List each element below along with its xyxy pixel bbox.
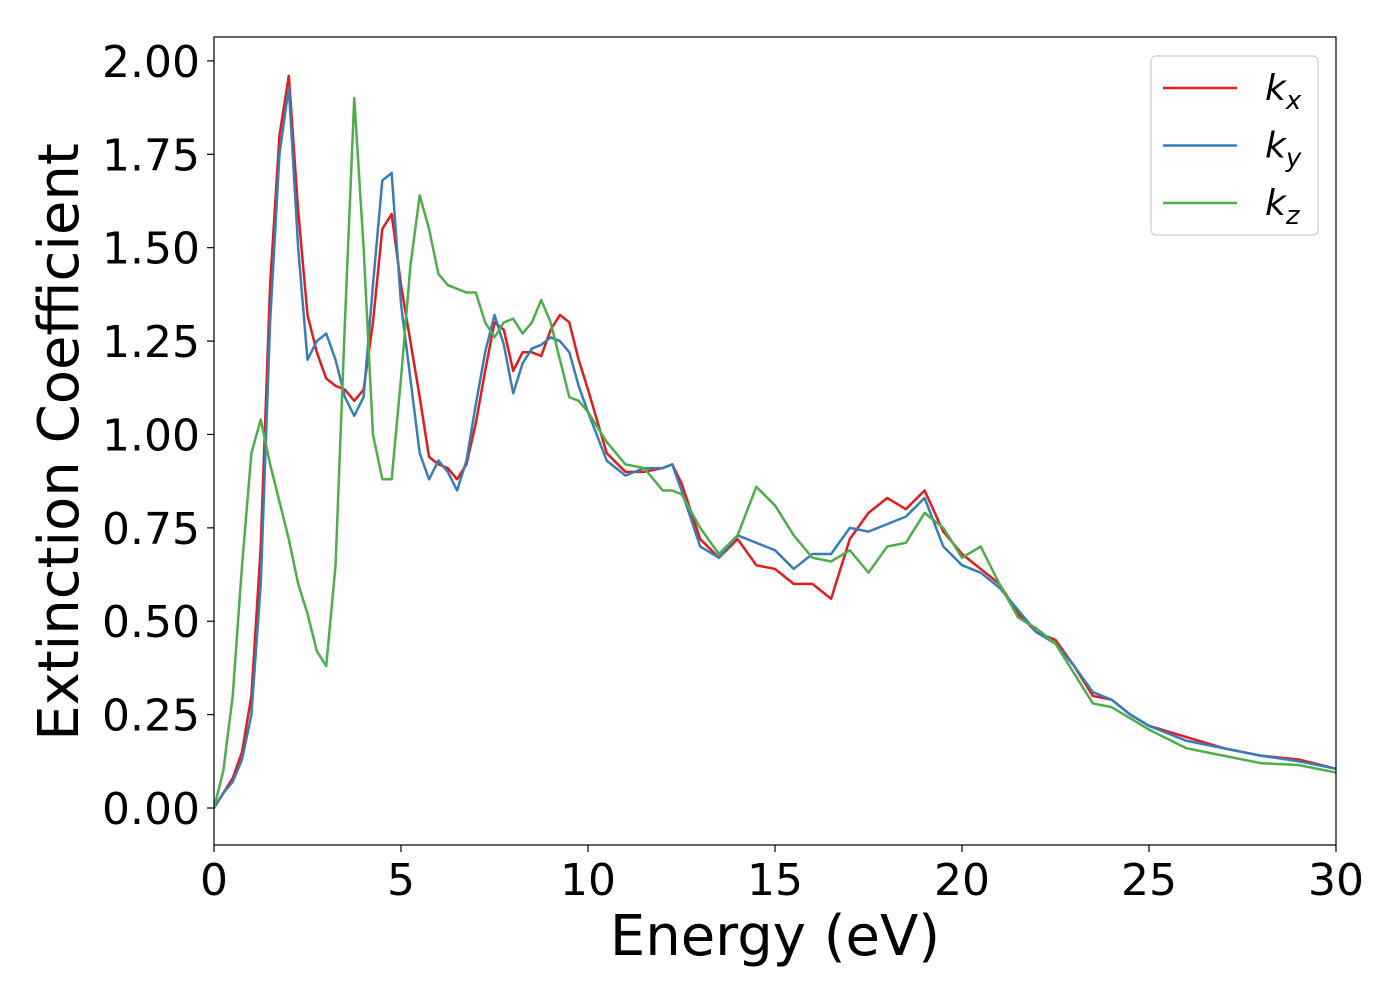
y-tick-label: 1.00: [102, 410, 200, 461]
legend-label: kx: [1265, 68, 1302, 116]
x-tick-label: 5: [387, 855, 415, 906]
x-tick-label: 0: [200, 855, 228, 906]
legend-label: ky: [1265, 126, 1302, 174]
x-tick-label: 10: [560, 855, 616, 906]
y-tick-label: 0.50: [102, 597, 200, 648]
y-tick-label: 1.25: [102, 317, 200, 368]
y-axis-label: Extinction Coefficient: [27, 143, 92, 741]
x-tick-label: 25: [1121, 855, 1177, 906]
y-tick-label: 0.25: [102, 691, 200, 742]
legend-label: kz: [1265, 183, 1301, 231]
y-tick-label: 0.00: [102, 784, 200, 835]
x-tick-label: 30: [1308, 855, 1364, 906]
y-tick-label: 1.50: [102, 224, 200, 275]
y-tick-label: 0.75: [102, 504, 200, 555]
y-tick-label: 1.75: [102, 130, 200, 181]
x-tick-label: 20: [934, 855, 990, 906]
x-axis-label: Energy (eV): [610, 904, 940, 969]
x-tick-label: 15: [747, 855, 803, 906]
plot-frame: [213, 36, 1337, 846]
y-tick-label: 2.00: [102, 37, 200, 88]
line-series: [212, 97, 1337, 809]
